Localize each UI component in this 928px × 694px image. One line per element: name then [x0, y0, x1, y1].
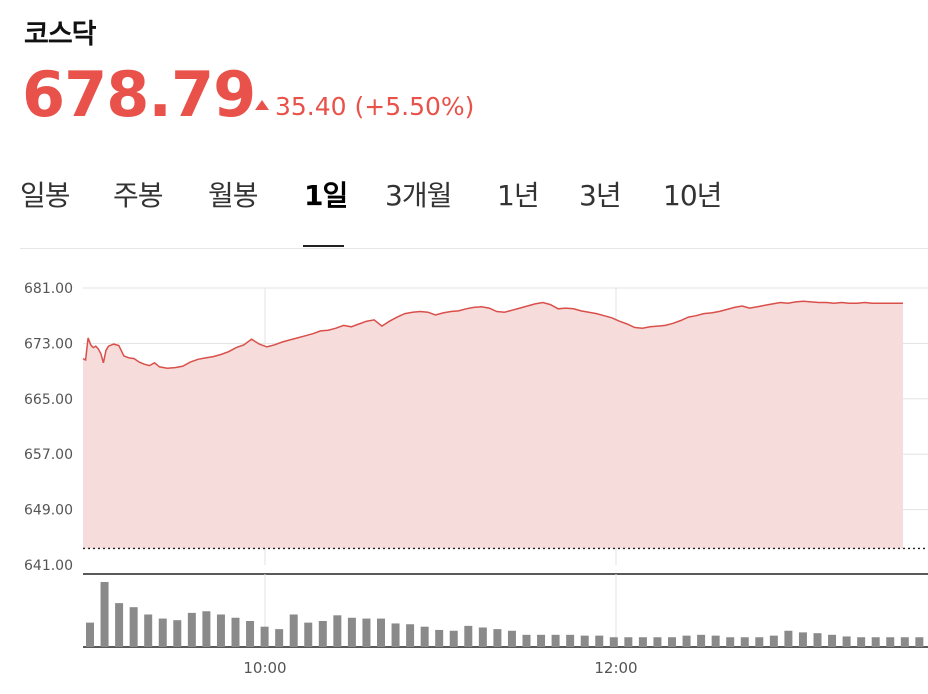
volume-bar [478, 627, 487, 647]
volume-bar [886, 637, 895, 647]
volume-bar [740, 637, 749, 647]
volume-bar [347, 617, 356, 647]
volume-bar [784, 630, 793, 647]
volume-bar [246, 621, 255, 647]
x-tick-label: 10:00 [243, 659, 286, 677]
volume-bar [566, 634, 575, 647]
volume-bar [769, 635, 778, 647]
y-tick-label: 657.00 [24, 447, 73, 463]
tab-weekly-candle[interactable]: 주봉 [113, 179, 164, 212]
volume-bar [551, 634, 560, 647]
volume-bar [871, 637, 880, 647]
volume-bar [915, 637, 924, 647]
active-tab-underline [303, 245, 344, 247]
volume-bar [624, 637, 633, 647]
price-area [83, 301, 903, 549]
volume-bar [609, 637, 618, 647]
period-tabs: 일봉 주봉 월봉 1일 3개월 1년 3년 10년 [20, 170, 928, 249]
tab-10-year[interactable]: 10년 [663, 179, 722, 212]
volume-bar [304, 622, 313, 647]
volume-bar [202, 611, 211, 647]
volume-bar [216, 614, 225, 647]
tab-1-year[interactable]: 1년 [497, 179, 540, 212]
tab-3-year[interactable]: 3년 [579, 179, 622, 212]
current-price: 678.79 [22, 58, 256, 131]
price-change: 35.40 (+5.50%) [255, 92, 474, 121]
volume-bar [362, 618, 371, 647]
volume-bar [318, 621, 327, 647]
volume-bar [900, 637, 909, 647]
volume-bar [173, 620, 182, 647]
volume-bar [144, 614, 153, 647]
volume-bar [813, 633, 822, 647]
volume-bar [435, 629, 444, 647]
volume-bar [828, 634, 837, 647]
volume-bar [333, 615, 342, 647]
volume-bar [682, 635, 691, 647]
tab-1-day[interactable]: 1일 [304, 179, 348, 212]
volume-bar [653, 637, 662, 647]
volume-bar [187, 612, 196, 647]
tab-daily-candle[interactable]: 일봉 [20, 179, 71, 212]
volume-bar [493, 629, 502, 647]
price-line [82, 300, 903, 370]
volume-bar [798, 632, 807, 647]
volume-bar [391, 623, 400, 647]
y-tick-label: 649.00 [24, 503, 73, 519]
volume-bar [464, 625, 473, 647]
volume-bar [522, 634, 531, 647]
tab-monthly-candle[interactable]: 월봉 [208, 179, 259, 212]
volume-bar [842, 636, 851, 647]
volume-bar [668, 637, 676, 647]
volume-bar [129, 607, 138, 647]
volume-bar [231, 617, 240, 647]
volume-bar [697, 634, 706, 647]
volume-bar [377, 618, 385, 647]
x-tick-label: 12:00 [594, 659, 637, 677]
volume-bar [507, 630, 516, 647]
index-title: 코스닥 [24, 19, 97, 50]
volume-bar [275, 629, 284, 647]
volume-bar [857, 637, 866, 647]
volume-bar [289, 614, 298, 647]
up-triangle-icon [255, 99, 269, 110]
price-change-value: 35.40 (+5.50%) [275, 92, 475, 121]
volume-bar [86, 622, 94, 647]
volume-bar [595, 635, 604, 647]
volume-bar [537, 634, 546, 647]
volume-bar [260, 626, 269, 647]
volume-bar [406, 624, 415, 647]
volume-bar [100, 582, 109, 647]
volume-bar [115, 603, 124, 647]
volume-bar [449, 630, 458, 647]
volume-bar [420, 626, 429, 647]
volume-bar [755, 637, 764, 647]
volume-bar [580, 635, 589, 647]
volume-bar [638, 637, 647, 647]
y-tick-label: 641.00 [24, 558, 73, 574]
y-tick-label: 673.00 [24, 336, 73, 352]
tab-3-month[interactable]: 3개월 [385, 179, 452, 212]
volume-bar [726, 637, 735, 647]
y-tick-label: 665.00 [24, 392, 73, 408]
volume-bar [158, 618, 167, 647]
y-tick-label: 681.00 [24, 281, 73, 297]
volume-bar [711, 635, 720, 647]
